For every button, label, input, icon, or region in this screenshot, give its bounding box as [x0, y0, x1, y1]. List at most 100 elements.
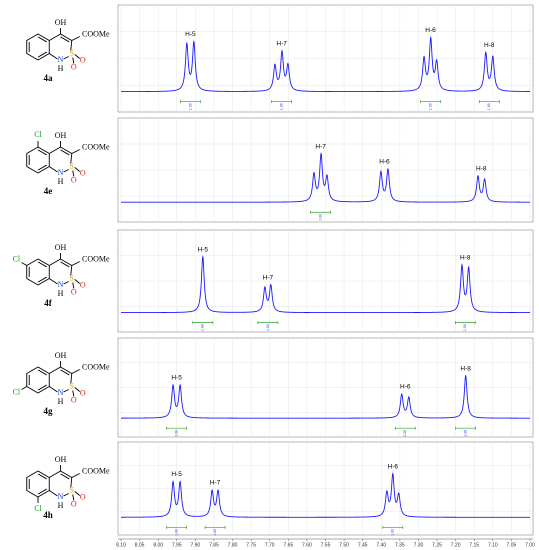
atom-label: H: [58, 289, 64, 298]
x-tick-label: 7.30: [414, 542, 424, 548]
spectrum-peak: [433, 59, 462, 92]
integral-bar: [478, 100, 500, 104]
integral-label: 1.00: [266, 324, 270, 331]
spectrum-peak: [196, 489, 216, 517]
integral-label: 1.00: [188, 103, 192, 110]
spectrum-panel: H-5 1.00 H-7 1.00 H-6 1.00: [117, 441, 534, 536]
atom-label: N: [58, 492, 64, 501]
atom-label: OH: [55, 243, 67, 252]
x-tick-label: 7.50: [339, 542, 349, 548]
benzene-ring: [26, 146, 50, 174]
double-bond: [60, 36, 70, 43]
atom-label: S: [70, 273, 74, 282]
peak-label: H-8: [476, 165, 487, 172]
peak-label: H-6: [388, 463, 399, 470]
peak-label: H-5: [198, 247, 209, 254]
x-tick-label: 7.65: [283, 542, 293, 548]
bond: [72, 54, 81, 64]
atom-label: N: [58, 55, 64, 64]
double-bond: [60, 369, 70, 376]
x-tick-label: 7.70: [265, 542, 275, 548]
integral-label: 1.00: [464, 430, 468, 437]
compound-label: 4g: [44, 406, 54, 416]
x-tick-label: 7.90: [190, 542, 200, 548]
double-bond: [37, 36, 48, 43]
integral-bar: [166, 525, 187, 529]
spectrum-peak: [437, 374, 530, 419]
x-tick-label: 7.10: [488, 542, 498, 548]
bond: [71, 261, 80, 266]
x-tick-label: 7.40: [376, 542, 386, 548]
x-tick-label: 8.05: [135, 542, 145, 548]
peak-label: H-5: [171, 471, 182, 478]
double-bond: [37, 488, 48, 495]
x-tick-label: 7.35: [395, 542, 405, 548]
atom-label: O: [80, 388, 86, 397]
integral-label: 1.00: [403, 430, 407, 437]
bond: [71, 369, 80, 374]
x-tick-label: 7.85: [209, 542, 219, 548]
spectrum-peak: [317, 152, 325, 189]
benzene-ring: [26, 258, 50, 286]
integral-bar: [454, 321, 476, 325]
spectrum-peak: [481, 178, 530, 203]
spectrum-panel: H-7 1.00 H-6 H-8: [117, 117, 534, 223]
atom-label: O: [80, 168, 86, 177]
integral-label: 1.00: [463, 324, 467, 331]
benzene-ring: [26, 470, 50, 498]
integral-bar: [179, 100, 201, 104]
spectrum-peak: [426, 35, 435, 75]
spectrum-peak: [389, 472, 397, 502]
integral-label: 1.00: [201, 324, 205, 331]
hetero-ring: [49, 258, 73, 285]
atom-label: O: [71, 395, 77, 404]
bond: [21, 262, 27, 266]
peak-label: H-8: [484, 42, 495, 49]
atom-label: OH: [55, 455, 67, 464]
spectrum-peak: [233, 285, 268, 313]
spectrum-panel: H-5 1.00 H-6 1.00 H-8 1.00: [117, 337, 534, 438]
atom-label: O: [71, 62, 77, 71]
compound-label: 4a: [44, 73, 54, 83]
spectrum-panel: H-5 1.00 H-7 1.00 H-8 1.00: [117, 229, 534, 333]
peak-label: H-6: [400, 384, 411, 391]
compound-label: 4h: [43, 510, 53, 520]
x-tick-label: 7.80: [228, 542, 238, 548]
atom-label: N: [58, 168, 64, 177]
integral-label: 1.00: [175, 529, 179, 536]
spectrum-peak: [461, 50, 490, 92]
atom-label: O: [71, 175, 77, 184]
spectrum-peak: [176, 480, 197, 517]
atom-label: S: [70, 161, 74, 170]
integral-label: 1.00: [175, 430, 179, 437]
x-tick-label: 7.45: [358, 542, 368, 548]
double-bond: [37, 149, 48, 156]
atom-label: O: [80, 492, 86, 501]
integral-label: 1.00: [391, 529, 395, 536]
atom-label: OH: [55, 351, 67, 360]
atom-label: N: [58, 280, 64, 289]
atom-label: H: [58, 397, 64, 406]
integral-bar: [382, 525, 404, 529]
atom-label: S: [70, 381, 74, 390]
atom-label: H: [58, 177, 64, 186]
spectrum-peak: [366, 263, 466, 314]
x-tick-label: 7.75: [246, 542, 256, 548]
benzene-ring: [26, 33, 50, 61]
integral-label: 1.00: [487, 103, 491, 110]
atom-label: Cl: [13, 387, 21, 396]
integral-label: 1.00: [280, 103, 284, 110]
spectrum-peak: [176, 383, 291, 419]
integral-bar: [420, 100, 441, 104]
bond: [21, 386, 27, 390]
spectrum-peak: [465, 265, 530, 314]
atom-label: O: [71, 499, 77, 508]
integral-label: 1.00: [428, 103, 432, 110]
bond: [72, 387, 81, 397]
atom-label: S: [70, 48, 74, 57]
spectrum-peak: [432, 174, 482, 203]
peak-label: H-7: [315, 143, 326, 150]
